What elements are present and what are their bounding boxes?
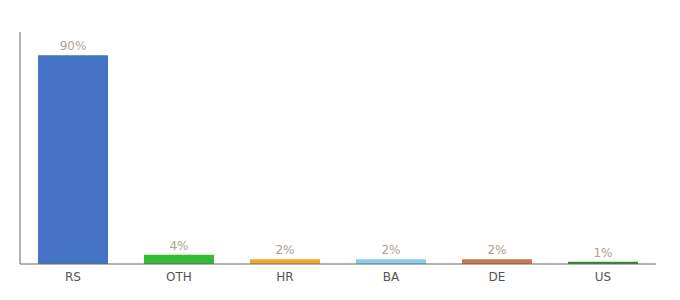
- svg-text:DE: DE: [489, 270, 506, 284]
- svg-text:HR: HR: [276, 270, 293, 284]
- svg-text:90%: 90%: [60, 39, 87, 53]
- svg-text:2%: 2%: [275, 243, 294, 257]
- svg-text:4%: 4%: [169, 239, 188, 253]
- svg-text:OTH: OTH: [166, 270, 192, 284]
- svg-text:1%: 1%: [593, 246, 612, 260]
- svg-text:2%: 2%: [487, 243, 506, 257]
- svg-text:RS: RS: [65, 270, 81, 284]
- svg-text:2%: 2%: [381, 243, 400, 257]
- svg-text:BA: BA: [383, 270, 400, 284]
- svg-text:US: US: [595, 270, 611, 284]
